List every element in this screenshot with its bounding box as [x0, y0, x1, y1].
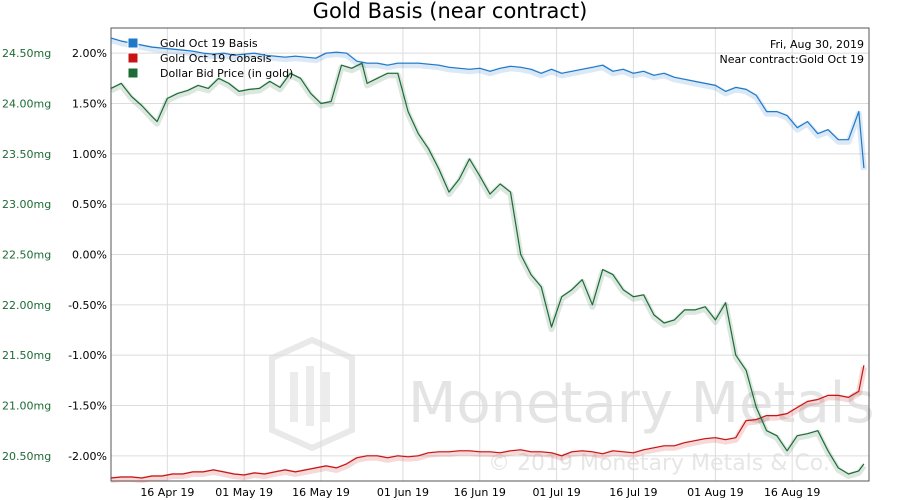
legend-label: Gold Oct 19 Cobasis [160, 52, 272, 65]
right-tick-label: -0.50% [68, 299, 107, 312]
series-shadow [110, 366, 867, 483]
legend-label: Gold Oct 19 Basis [160, 37, 258, 50]
series-shadow [110, 37, 867, 171]
legend-label: Dollar Bid Price (in gold) [160, 67, 293, 80]
watermark-logo-icon [269, 336, 355, 452]
grid [111, 28, 869, 481]
left-tick-label: 22.50mg [2, 249, 51, 262]
right-tick-label: 1.00% [72, 148, 107, 161]
chart-title: Gold Basis (near contract) [313, 0, 588, 23]
right-tick-label: -1.00% [68, 349, 107, 362]
x-tick-label: 16 Jun 19 [454, 486, 506, 499]
series-line [110, 365, 865, 479]
right-tick-label: -1.50% [68, 400, 107, 413]
series-shadow [109, 62, 867, 479]
legend-swatch [127, 52, 139, 64]
watermark-brand: Monetary Metals [408, 371, 875, 436]
left-tick-label: 24.00mg [2, 98, 51, 111]
x-tick-label: 01 Aug 19 [687, 486, 743, 499]
watermark-copyright: © 2019 Monetary Metals & Co. [488, 451, 830, 476]
x-tick-label: 16 Jul 19 [609, 486, 657, 499]
left-tick-label: 21.00mg [2, 400, 51, 413]
left-tick-label: 22.00mg [2, 299, 51, 312]
x-tick-label: 01 May 19 [215, 486, 273, 499]
x-axis: 16 Apr 19 01 May 19 16 May 19 01 Jun 19 16 J… [140, 486, 820, 499]
series-line [110, 62, 865, 475]
right-tick-label: -2.00% [68, 450, 107, 463]
right-tick-label: 1.50% [72, 98, 107, 111]
legend-swatch [127, 37, 139, 49]
left-tick-label: 24.50mg [2, 47, 51, 60]
right-tick-label: 2.00% [72, 47, 107, 60]
info-contract: Near contract:Gold Oct 19 [720, 53, 864, 66]
left-tick-label: 23.00mg [2, 198, 51, 211]
left-tick-label: 23.50mg [2, 148, 51, 161]
right-axis: -2.00% -1.50% -1.00% -0.50% 0.00% 0.50% 1.00% 1… [68, 47, 107, 463]
x-tick-label: 16 May 19 [292, 486, 350, 499]
x-tick-label: 01 Jul 19 [532, 486, 580, 499]
left-axis: 20.50mg 21.00mg 21.50mg 22.00mg 22.50mg 23.00… [2, 47, 51, 463]
right-tick-label: 0.00% [72, 249, 107, 262]
x-tick-label: 01 Jun 19 [377, 486, 429, 499]
x-tick-label: 16 Aug 19 [764, 486, 820, 499]
series-layer [109, 37, 867, 483]
legend-swatch [127, 67, 139, 79]
right-tick-label: 0.50% [72, 198, 107, 211]
info-date: Fri, Aug 30, 2019 [770, 38, 864, 51]
left-tick-label: 21.50mg [2, 349, 51, 362]
series-line [110, 37, 865, 168]
x-tick-label: 16 Apr 19 [140, 486, 194, 499]
legend: Gold Oct 19 Basis Gold Oct 19 Cobasis Doll… [127, 37, 293, 80]
left-tick-label: 20.50mg [2, 450, 51, 463]
plot-frame [110, 27, 870, 482]
